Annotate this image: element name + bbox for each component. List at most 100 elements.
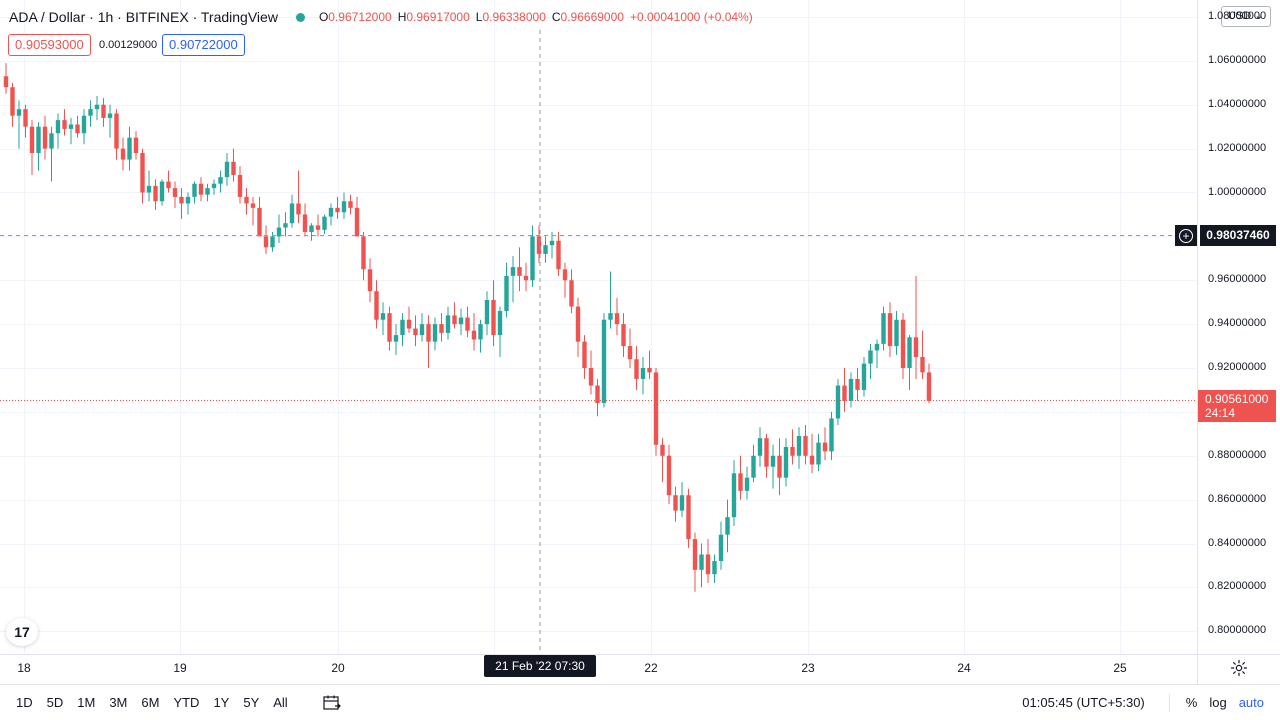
candle-body	[510, 267, 516, 276]
candle-body	[68, 124, 74, 129]
candle-body	[179, 196, 184, 204]
candle-body	[49, 133, 54, 149]
range-button-all[interactable]: All	[273, 695, 288, 710]
high-label: H	[397, 10, 407, 24]
open-value: 0.96712000	[328, 10, 392, 24]
candle-body	[153, 185, 158, 202]
range-button-5d[interactable]: 5D	[46, 695, 64, 710]
candle-body	[803, 436, 808, 456]
price-axis-label: 1.00000000	[1208, 185, 1267, 198]
candle-body	[244, 196, 249, 204]
candle-body	[81, 115, 87, 134]
log-scale-toggle[interactable]: log	[1209, 695, 1227, 710]
candle-body	[465, 317, 470, 331]
candle-body	[900, 319, 906, 368]
tradingview-logo-icon[interactable]: 17	[6, 618, 38, 646]
candle-body	[647, 368, 652, 373]
candle-body	[686, 495, 691, 540]
candle-body	[198, 183, 204, 195]
price-axis-label: 0.84000000	[1208, 536, 1267, 549]
candle-body	[861, 363, 867, 390]
symbol-title[interactable]: ADA / Dollar · 1h · BITFINEX · TradingVi…	[9, 9, 278, 25]
candle-body	[848, 378, 854, 401]
range-button-ytd[interactable]: YTD	[173, 695, 200, 710]
candle-body	[816, 442, 821, 465]
candle-body	[315, 225, 321, 230]
time-axis-label: 19	[173, 661, 187, 675]
range-button-1y[interactable]: 1Y	[213, 695, 230, 710]
candle-body	[718, 534, 724, 562]
candle-body	[406, 319, 412, 329]
candle-body	[445, 315, 451, 333]
candle-body	[367, 269, 373, 292]
gear-icon[interactable]	[1230, 659, 1248, 677]
currency-selector[interactable]: USD ⌄	[1221, 6, 1271, 27]
candle-body	[224, 161, 230, 178]
candlestick-chart[interactable]	[0, 0, 1280, 684]
time-axis-label: 22	[644, 661, 658, 675]
candle-body	[666, 455, 672, 496]
close-label: C	[551, 10, 561, 24]
candle-body	[744, 477, 750, 491]
candle-body	[764, 438, 769, 467]
candle-body	[712, 561, 717, 575]
candle-body	[94, 104, 100, 110]
price-axis-label: 0.92000000	[1208, 361, 1267, 373]
candle-body	[881, 313, 886, 344]
price-axis-label: 0.80000000	[1208, 624, 1267, 637]
price-axis-label: 0.86000000	[1208, 492, 1267, 505]
range-button-1m[interactable]: 1M	[77, 695, 96, 710]
candle-body	[653, 372, 659, 445]
candle-body	[393, 335, 399, 342]
candle-body	[569, 280, 574, 307]
candle-body	[855, 378, 860, 390]
candle-body	[107, 113, 113, 118]
candle-body	[796, 436, 802, 456]
candle-body	[283, 223, 288, 228]
candle-body	[660, 444, 665, 456]
candle-body	[692, 539, 698, 570]
candle-body	[595, 385, 600, 404]
candle-body	[146, 185, 152, 193]
range-button-5y[interactable]: 5Y	[243, 695, 260, 710]
candle-body	[270, 236, 275, 248]
candle-body	[10, 87, 15, 116]
add-alert-button[interactable]: +	[1175, 225, 1197, 246]
candle-body	[588, 368, 594, 386]
candle-body	[114, 113, 119, 149]
candle-body	[887, 313, 893, 347]
chart-legend: ADA / Dollar · 1h · BITFINEX · TradingVi…	[9, 9, 753, 25]
candle-body	[523, 275, 529, 281]
range-button-6m[interactable]: 6M	[141, 695, 160, 710]
candle-body	[166, 181, 171, 189]
candle-body	[400, 319, 405, 336]
candle-body	[894, 319, 899, 347]
candle-body	[731, 473, 737, 518]
buy-price-button[interactable]: 0.90722000	[162, 34, 245, 56]
price-axis-label: 1.02000000	[1208, 141, 1267, 154]
candle-body	[426, 324, 431, 342]
candle-body	[751, 455, 756, 478]
candle-body	[62, 120, 67, 129]
timezone-clock[interactable]: 01:05:45 (UTC+5:30)	[1022, 695, 1145, 710]
candle-body	[757, 438, 763, 456]
percent-scale-toggle[interactable]: %	[1185, 695, 1198, 710]
auto-scale-toggle[interactable]: auto	[1238, 695, 1264, 710]
candle-body	[159, 181, 165, 202]
candle-body	[517, 267, 522, 276]
candle-body	[23, 109, 28, 127]
candle-body	[699, 554, 704, 570]
candle-body	[36, 126, 41, 154]
candle-body	[218, 177, 223, 184]
candle-body	[361, 236, 366, 270]
candle-body	[770, 455, 776, 467]
calendar-range-icon[interactable]	[323, 695, 341, 711]
price-axis-label: 0.96000000	[1208, 273, 1267, 286]
candle-body	[75, 124, 80, 134]
candle-body	[738, 473, 743, 491]
candle-body	[133, 137, 139, 154]
range-button-1d[interactable]: 1D	[16, 695, 33, 710]
sell-price-button[interactable]: 0.90593000	[8, 34, 91, 56]
range-button-3m[interactable]: 3M	[109, 695, 128, 710]
candle-body	[328, 207, 334, 217]
